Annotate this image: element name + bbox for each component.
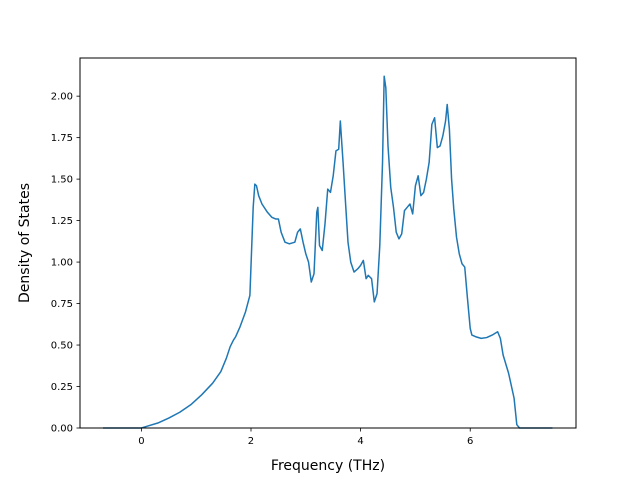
y-tick-label: 0.25	[51, 382, 73, 393]
y-tick-label: 0.50	[51, 341, 73, 352]
y-axis-label: Density of States	[17, 183, 33, 303]
axis-ticks: 0 2 4 6 0.00 0.25 0.50 0.75 1.00 1.25 1.50 1.75 2.00	[51, 92, 474, 447]
dos-series-line	[103, 75, 553, 429]
y-tick-label: 1.75	[51, 133, 73, 144]
plot-area	[103, 75, 553, 429]
x-axis-label: Frequency (THz)	[271, 458, 385, 474]
x-tick-label: 6	[467, 436, 473, 447]
x-tick-label: 4	[357, 436, 363, 447]
y-tick-label: 1.50	[51, 175, 73, 186]
y-tick-label: 0.75	[51, 299, 73, 310]
y-tick-label: 0.00	[51, 424, 73, 435]
x-tick-label: 2	[248, 436, 254, 447]
x-tick-label: 0	[138, 436, 144, 447]
y-tick-label: 1.25	[51, 216, 73, 227]
y-tick-label: 2.00	[51, 92, 73, 103]
axes-frame	[79, 57, 577, 429]
y-tick-label: 1.00	[51, 258, 73, 269]
